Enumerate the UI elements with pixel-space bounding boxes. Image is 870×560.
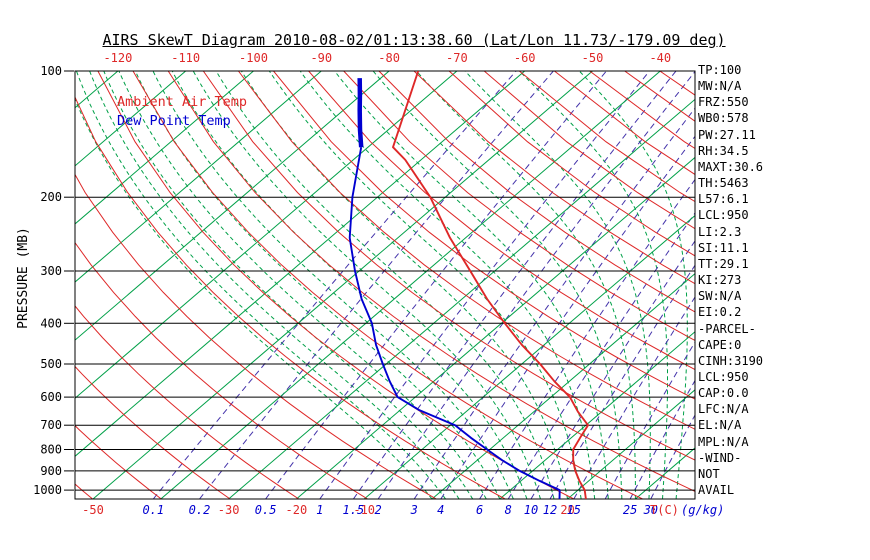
mixing-ratio-tick: 15	[567, 503, 581, 517]
stats-line: EI:0.2	[698, 305, 742, 320]
stats-line: RH:34.5	[698, 143, 749, 158]
mixing-ratio-tick: 0.1	[142, 503, 164, 517]
legend-dew-point-temp: Dew Point Temp	[117, 113, 231, 129]
mixing-ratio-tick: 2	[374, 503, 381, 517]
pressure-tick: 800	[40, 443, 62, 457]
stats-line: NOT	[698, 466, 720, 481]
mixing-ratio-tick: 1.5	[343, 503, 365, 517]
stats-line: LCL:950	[698, 369, 749, 384]
mixing-ratio-tick: 30	[643, 503, 658, 517]
pressure-tick: 200	[40, 190, 62, 204]
top-temp-tick: -90	[310, 51, 332, 65]
stats-line: SW:N/A	[698, 289, 742, 304]
stats-line: EL:N/A	[698, 418, 742, 433]
stats-line: CAPE:0	[698, 337, 742, 352]
mixing-ratio-tick: 3	[410, 503, 418, 517]
top-temp-tick: -40	[649, 51, 671, 65]
stats-line: TT:29.1	[698, 256, 749, 271]
stats-line: SI:11.1	[698, 240, 749, 255]
profile-curves	[348, 71, 589, 499]
pressure-tick: 100	[40, 64, 62, 78]
stats-line: TH:5463	[698, 176, 749, 191]
mixing-ratio-tick: 0.5	[255, 503, 277, 517]
plot-border	[74, 70, 696, 500]
axis-labels: -120 -110 -100 -90 -80 -70 -60 -50 -40 100 200 300 4…	[16, 51, 724, 517]
bottom-temp-tick: 20	[560, 503, 574, 517]
stats-line: FRZ:550	[698, 95, 749, 110]
moist-adiabat-lines	[75, 71, 688, 499]
stats-line: PW:27.11	[698, 127, 756, 142]
stats-line: MW:N/A	[698, 79, 742, 94]
dew-point-temp-upper-curve	[357, 78, 364, 148]
temp-unit-label: T(C)	[650, 503, 679, 517]
chart-title: AIRS SkewT Diagram 2010-08-02/01:13:38.6…	[102, 31, 726, 49]
mixing-ratio-tick: 4	[437, 503, 444, 517]
bottom-temp-tick: -10	[353, 503, 375, 517]
mixing-ratio-tick: 0.2	[189, 503, 211, 517]
stats-line: KI:273	[698, 273, 742, 288]
legend-ambient-air-temp: Ambient Air Temp	[117, 94, 248, 110]
stats-line: L57:6.1	[698, 192, 749, 207]
stats-panel: TP:100 MW:N/A FRZ:550 WB0:578 PW:27.11 RH:34.…	[698, 62, 763, 498]
mixing-ratio-tick: 10	[524, 503, 538, 517]
stats-line: -WIND-	[698, 450, 742, 465]
stats-line: AVAIL	[698, 483, 735, 498]
pressure-tick: 700	[40, 418, 62, 432]
stats-line: LI:2.3	[698, 224, 742, 239]
mixing-ratio-tick: 12	[543, 503, 557, 517]
pressure-tick: 1000	[33, 483, 62, 497]
mixing-ratio-tick: 1	[316, 503, 323, 517]
ambient-air-temp-curve	[392, 71, 589, 499]
stats-line: TP:100	[698, 63, 742, 77]
stats-line: -PARCEL-	[698, 321, 756, 336]
mixing-ratio-tick: 25	[623, 503, 637, 517]
top-temp-tick: -80	[378, 51, 400, 65]
bottom-temp-tick: -20	[286, 503, 308, 517]
bottom-temp-tick: -30	[218, 503, 240, 517]
top-temp-tick: -120	[103, 51, 132, 65]
stats-line: CINH:3190	[698, 353, 764, 368]
top-temp-tick: -110	[171, 51, 200, 65]
dew-point-temp-curve	[348, 147, 561, 499]
stats-line: LFC:N/A	[698, 402, 749, 417]
mixing-ratio-lines	[152, 71, 695, 499]
plot-area	[75, 71, 695, 499]
stats-line: CAP:0.0	[698, 386, 749, 401]
top-temp-tick: -100	[239, 51, 268, 65]
top-temp-tick: -50	[582, 51, 604, 65]
pressure-tick: 300	[40, 264, 62, 278]
stats-line: MPL:N/A	[698, 434, 749, 449]
pressure-tick: 400	[40, 316, 62, 330]
top-temp-tick: -70	[446, 51, 468, 65]
pressure-axis-label: PRESSURE (MB)	[16, 227, 31, 329]
stats-line: MAXT:30.6	[698, 159, 764, 174]
mixing-ratio-tick: 6	[476, 503, 483, 517]
stats-line: WB0:578	[698, 111, 749, 126]
bottom-temp-tick: -50	[82, 503, 104, 517]
stats-line: LCL:950	[698, 208, 749, 223]
isotherm-lines	[75, 71, 695, 499]
pressure-tick: 500	[40, 357, 62, 371]
top-temp-tick: -60	[514, 51, 536, 65]
pressure-tick: 900	[40, 464, 62, 478]
mixing-ratio-tick: 8	[505, 503, 512, 517]
pressure-tick: 600	[40, 390, 62, 404]
mixing-unit-label: (g/kg)	[681, 503, 724, 517]
